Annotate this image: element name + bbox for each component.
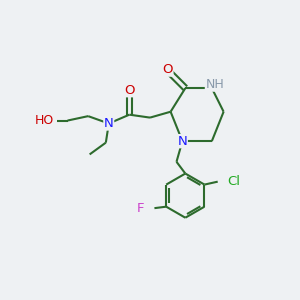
Text: Cl: Cl: [227, 175, 240, 188]
Text: O: O: [124, 84, 135, 97]
Text: HO: HO: [35, 114, 54, 127]
Text: O: O: [162, 63, 173, 76]
Text: N: N: [178, 135, 187, 148]
Text: NH: NH: [206, 78, 224, 91]
Text: N: N: [104, 117, 114, 130]
Text: F: F: [137, 202, 145, 215]
